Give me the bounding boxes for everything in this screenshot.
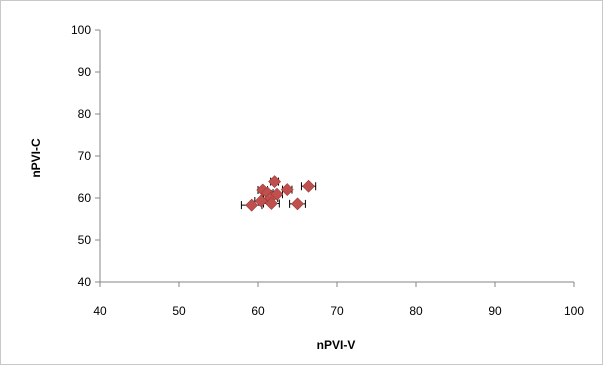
y-tick-label: 70 [78, 149, 92, 163]
data-point [302, 179, 315, 193]
y-tick-labels: 40 50 60 70 80 90 100 [71, 23, 100, 289]
data-point [268, 175, 282, 189]
y-tick-label: 50 [78, 233, 92, 247]
x-tick-labels: 40 50 60 70 80 90 100 [93, 282, 584, 318]
data-point [291, 197, 304, 211]
y-tick-label: 80 [78, 107, 92, 121]
data-point [280, 183, 294, 197]
x-tick-label: 90 [488, 304, 502, 318]
data-point [245, 198, 259, 212]
x-tick-label: 50 [172, 304, 186, 318]
data-point [265, 197, 278, 210]
x-tick-label: 100 [564, 304, 584, 318]
x-tick-label: 40 [93, 304, 107, 318]
data-point [270, 187, 284, 201]
x-tick-label: 70 [330, 304, 344, 318]
y-tick-label: 100 [71, 23, 91, 37]
y-tick-label: 40 [78, 275, 92, 289]
x-tick-label: 80 [409, 304, 423, 318]
y-tick-label: 60 [78, 191, 92, 205]
y-axis-title: nPVI-C [29, 138, 43, 178]
data-points [245, 175, 315, 212]
x-axis-title: nPVI-V [317, 338, 356, 352]
x-tick-label: 60 [251, 304, 265, 318]
y-tick-label: 90 [78, 65, 92, 79]
